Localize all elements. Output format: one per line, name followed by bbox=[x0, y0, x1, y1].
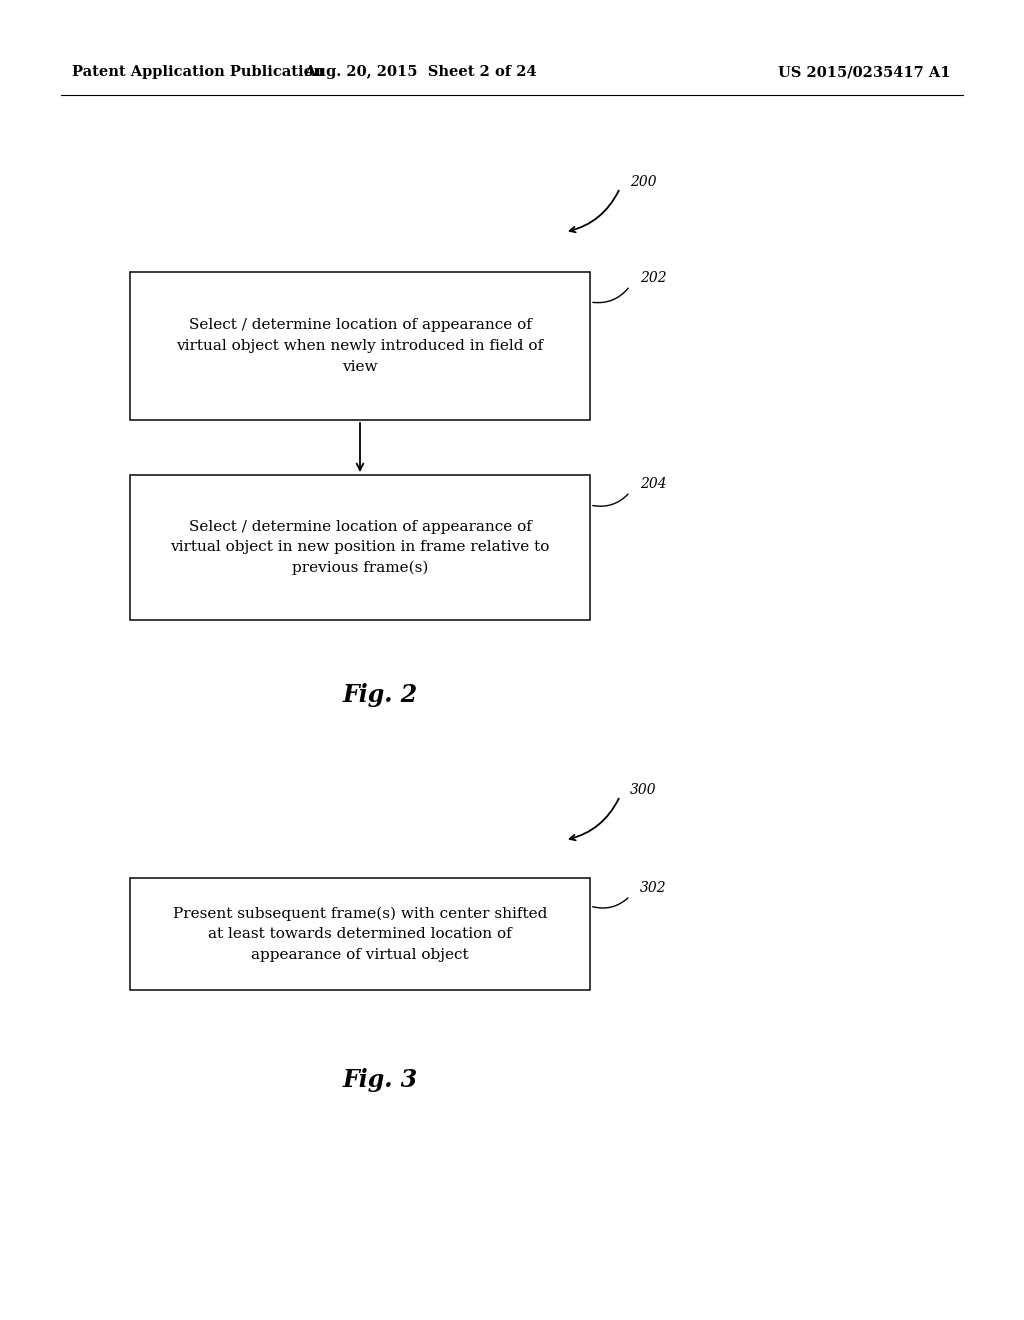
Text: Aug. 20, 2015  Sheet 2 of 24: Aug. 20, 2015 Sheet 2 of 24 bbox=[304, 65, 537, 79]
Text: 204: 204 bbox=[640, 477, 667, 491]
Text: Present subsequent frame(s) with center shifted
at least towards determined loca: Present subsequent frame(s) with center … bbox=[173, 907, 547, 962]
Text: 302: 302 bbox=[640, 880, 667, 895]
Text: 202: 202 bbox=[640, 271, 667, 285]
Text: 200: 200 bbox=[630, 176, 656, 189]
Text: Select / determine location of appearance of
virtual object when newly introduce: Select / determine location of appearanc… bbox=[176, 318, 544, 374]
Text: Fig. 2: Fig. 2 bbox=[342, 682, 418, 708]
Text: US 2015/0235417 A1: US 2015/0235417 A1 bbox=[777, 65, 950, 79]
Text: Fig. 3: Fig. 3 bbox=[342, 1068, 418, 1092]
Text: 300: 300 bbox=[630, 783, 656, 797]
Text: Patent Application Publication: Patent Application Publication bbox=[72, 65, 324, 79]
Bar bbox=[130, 878, 590, 990]
Bar bbox=[130, 272, 590, 420]
Text: Select / determine location of appearance of
virtual object in new position in f: Select / determine location of appearanc… bbox=[170, 520, 550, 576]
Bar bbox=[130, 475, 590, 620]
